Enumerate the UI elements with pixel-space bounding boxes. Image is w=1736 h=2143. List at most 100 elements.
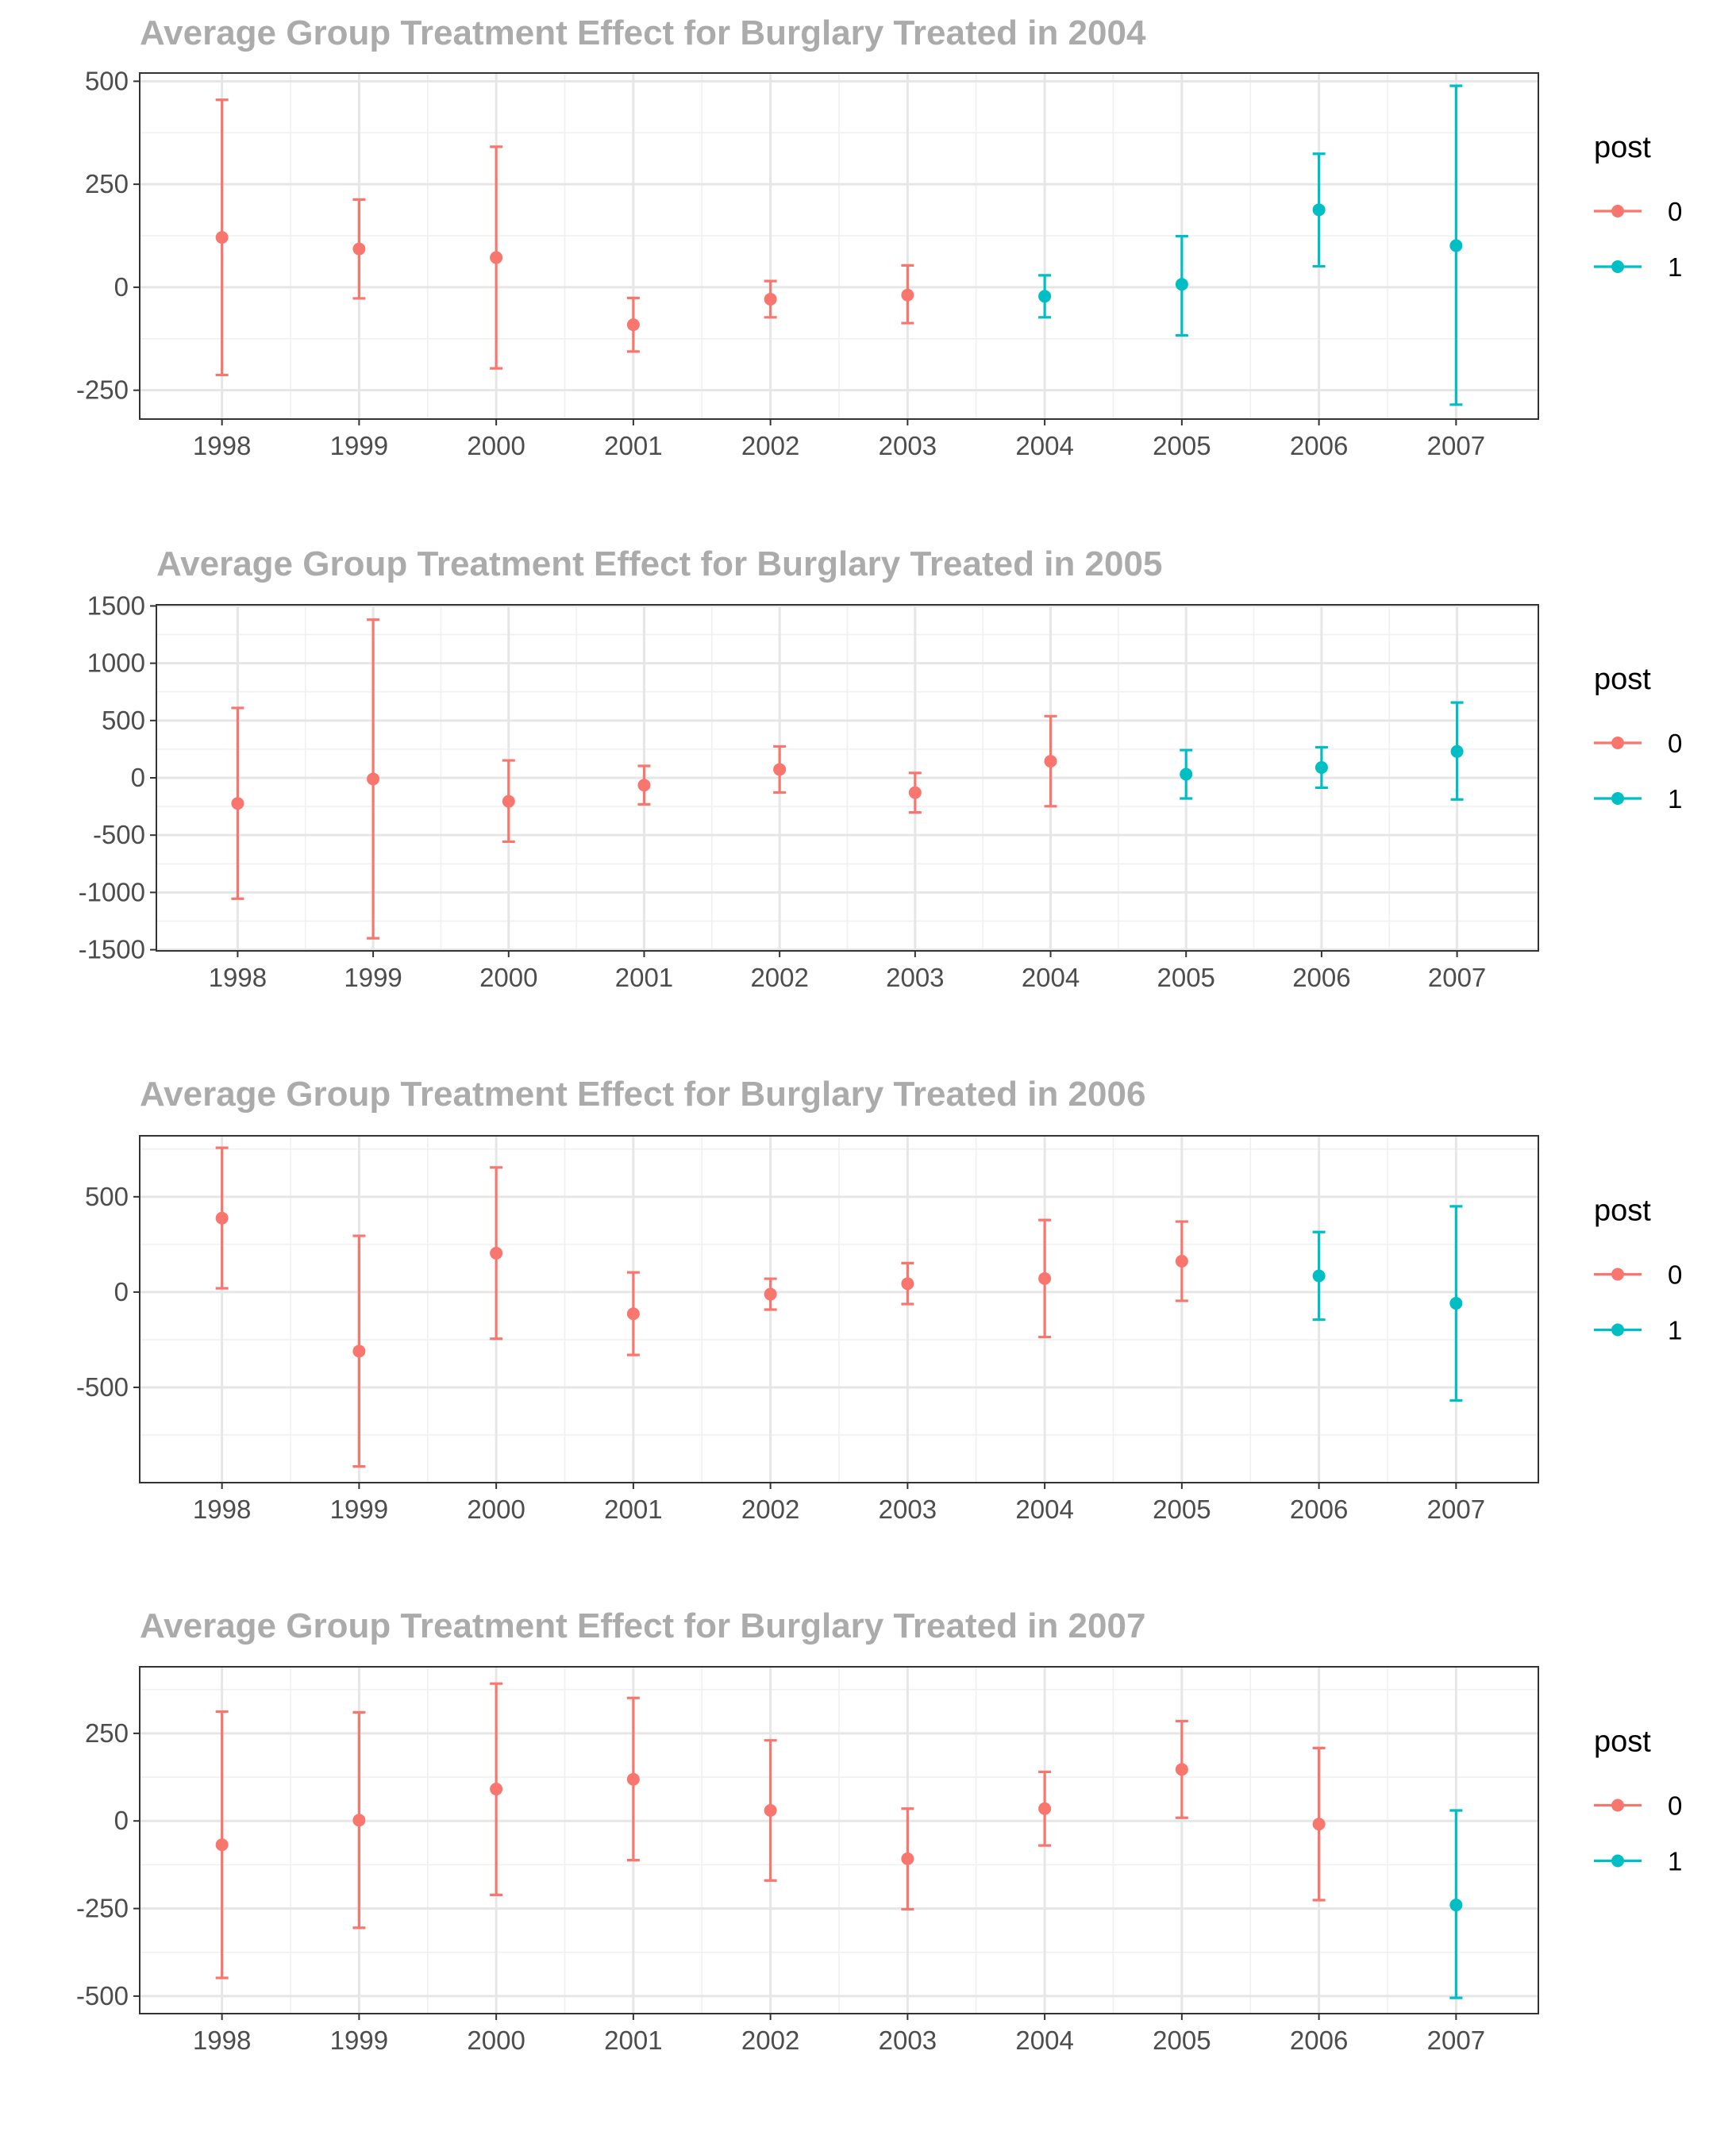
y-tick-label: 250 <box>85 1718 129 1748</box>
legend-label: 0 <box>1668 1260 1682 1290</box>
point-estimate <box>1038 290 1052 303</box>
y-tick-label: -1500 <box>79 935 145 964</box>
x-tick-label: 2004 <box>1015 1495 1073 1524</box>
y-tick-label: 500 <box>85 66 129 95</box>
x-tick-label: 2001 <box>604 1495 662 1524</box>
x-tick-label: 2005 <box>1153 1495 1211 1524</box>
x-tick-label: 2002 <box>741 2026 799 2055</box>
legend: post 0 1 <box>1594 1195 1682 1345</box>
x-tick-label: 1999 <box>330 2026 388 2055</box>
point-estimate <box>1449 1899 1463 1912</box>
legend-label: 1 <box>1668 784 1682 814</box>
x-tick-label: 2001 <box>604 2026 662 2055</box>
point-estimate <box>1180 768 1193 781</box>
point-estimate <box>490 251 503 264</box>
x-tick-label: 2003 <box>879 431 937 460</box>
x-tick-label: 2005 <box>1153 431 1211 460</box>
legend-label: 1 <box>1668 1316 1682 1345</box>
legend-label: 0 <box>1668 729 1682 758</box>
x-tick-label: 2004 <box>1015 431 1073 460</box>
y-tick-label: 0 <box>131 763 145 792</box>
legend-title: post <box>1594 663 1651 696</box>
point-estimate <box>764 1803 777 1817</box>
panel-title: Average Group Treatment Effect for Burgl… <box>140 1606 1145 1645</box>
panel-title: Average Group Treatment Effect for Burgl… <box>140 1075 1145 1114</box>
legend-label: 1 <box>1668 252 1682 282</box>
point-estimate <box>764 1287 777 1301</box>
x-tick-label: 2007 <box>1428 963 1486 992</box>
x-tick-label: 2000 <box>467 431 525 460</box>
panel-title: Average Group Treatment Effect for Burgl… <box>140 13 1146 52</box>
panel-3: Average Group Treatment Effect for Burgl… <box>76 1075 1682 1524</box>
x-tick-label: 2003 <box>879 2026 937 2055</box>
x-tick-label: 1998 <box>209 963 267 992</box>
x-tick-label: 1999 <box>330 431 388 460</box>
y-tick-label: -500 <box>76 1981 129 2010</box>
x-tick-label: 2006 <box>1290 431 1348 460</box>
legend-title: post <box>1594 131 1651 164</box>
point-estimate <box>215 1211 229 1225</box>
point-estimate <box>215 1838 229 1852</box>
legend-key-point <box>1611 1799 1624 1812</box>
legend-key-point <box>1611 737 1624 749</box>
point-estimate <box>352 1345 366 1358</box>
point-estimate <box>215 231 229 244</box>
point-estimate <box>626 1307 640 1321</box>
panel-2: Average Group Treatment Effect for Burgl… <box>79 544 1683 992</box>
legend: post 0 1 <box>1594 663 1682 814</box>
point-estimate <box>908 786 922 799</box>
point-estimate <box>773 763 787 776</box>
panel-4: Average Group Treatment Effect for Burgl… <box>76 1606 1682 2055</box>
point-estimate <box>231 797 244 810</box>
x-tick-label: 2007 <box>1427 1495 1485 1524</box>
point-estimate <box>901 288 914 302</box>
point-estimate <box>1175 278 1188 291</box>
x-tick-label: 1999 <box>344 963 402 992</box>
point-estimate <box>1312 203 1326 217</box>
legend-label: 1 <box>1668 1847 1682 1876</box>
y-tick-label: 0 <box>114 1277 129 1306</box>
x-tick-label: 2001 <box>615 963 673 992</box>
panel-border <box>139 72 1539 420</box>
x-tick-label: 2004 <box>1015 2026 1073 2055</box>
point-estimate <box>1044 755 1057 768</box>
y-tick-label: -500 <box>93 820 145 849</box>
y-tick-label: -250 <box>76 1894 129 1923</box>
point-estimate <box>764 292 777 306</box>
y-tick-label: 0 <box>114 272 129 302</box>
y-tick-label: 500 <box>85 1182 129 1211</box>
legend-title: post <box>1594 1726 1651 1759</box>
x-tick-label: 2006 <box>1292 963 1350 992</box>
point-estimate <box>1312 1269 1326 1283</box>
x-tick-label: 1998 <box>193 2026 251 2055</box>
point-estimate <box>1315 761 1328 775</box>
x-tick-label: 2000 <box>467 2026 525 2055</box>
legend: post 0 1 <box>1594 131 1682 282</box>
legend-label: 0 <box>1668 197 1682 226</box>
x-tick-label: 2003 <box>886 963 944 992</box>
legend-key-point <box>1611 792 1624 805</box>
x-tick-label: 2002 <box>741 431 799 460</box>
x-tick-label: 2004 <box>1022 963 1080 992</box>
y-tick-label: -250 <box>76 375 129 405</box>
x-tick-label: 2002 <box>750 963 808 992</box>
x-tick-label: 2001 <box>604 431 662 460</box>
y-tick-label: 500 <box>102 706 145 735</box>
x-tick-label: 1998 <box>193 1495 251 1524</box>
legend-key-point <box>1611 1268 1624 1281</box>
panel-border <box>139 1666 1539 2014</box>
point-estimate <box>626 318 640 332</box>
x-tick-label: 1999 <box>330 1495 388 1524</box>
x-tick-label: 1998 <box>193 431 251 460</box>
point-estimate <box>1175 1763 1188 1776</box>
point-estimate <box>637 779 651 792</box>
point-estimate <box>1038 1802 1052 1815</box>
y-tick-label: 1500 <box>87 591 145 620</box>
point-estimate <box>490 1246 503 1260</box>
point-estimate <box>1449 239 1463 252</box>
x-tick-label: 2006 <box>1290 1495 1348 1524</box>
point-estimate <box>1038 1272 1052 1285</box>
point-estimate <box>1175 1254 1188 1268</box>
y-tick-label: -500 <box>76 1372 129 1402</box>
y-tick-label: 1000 <box>87 648 145 678</box>
